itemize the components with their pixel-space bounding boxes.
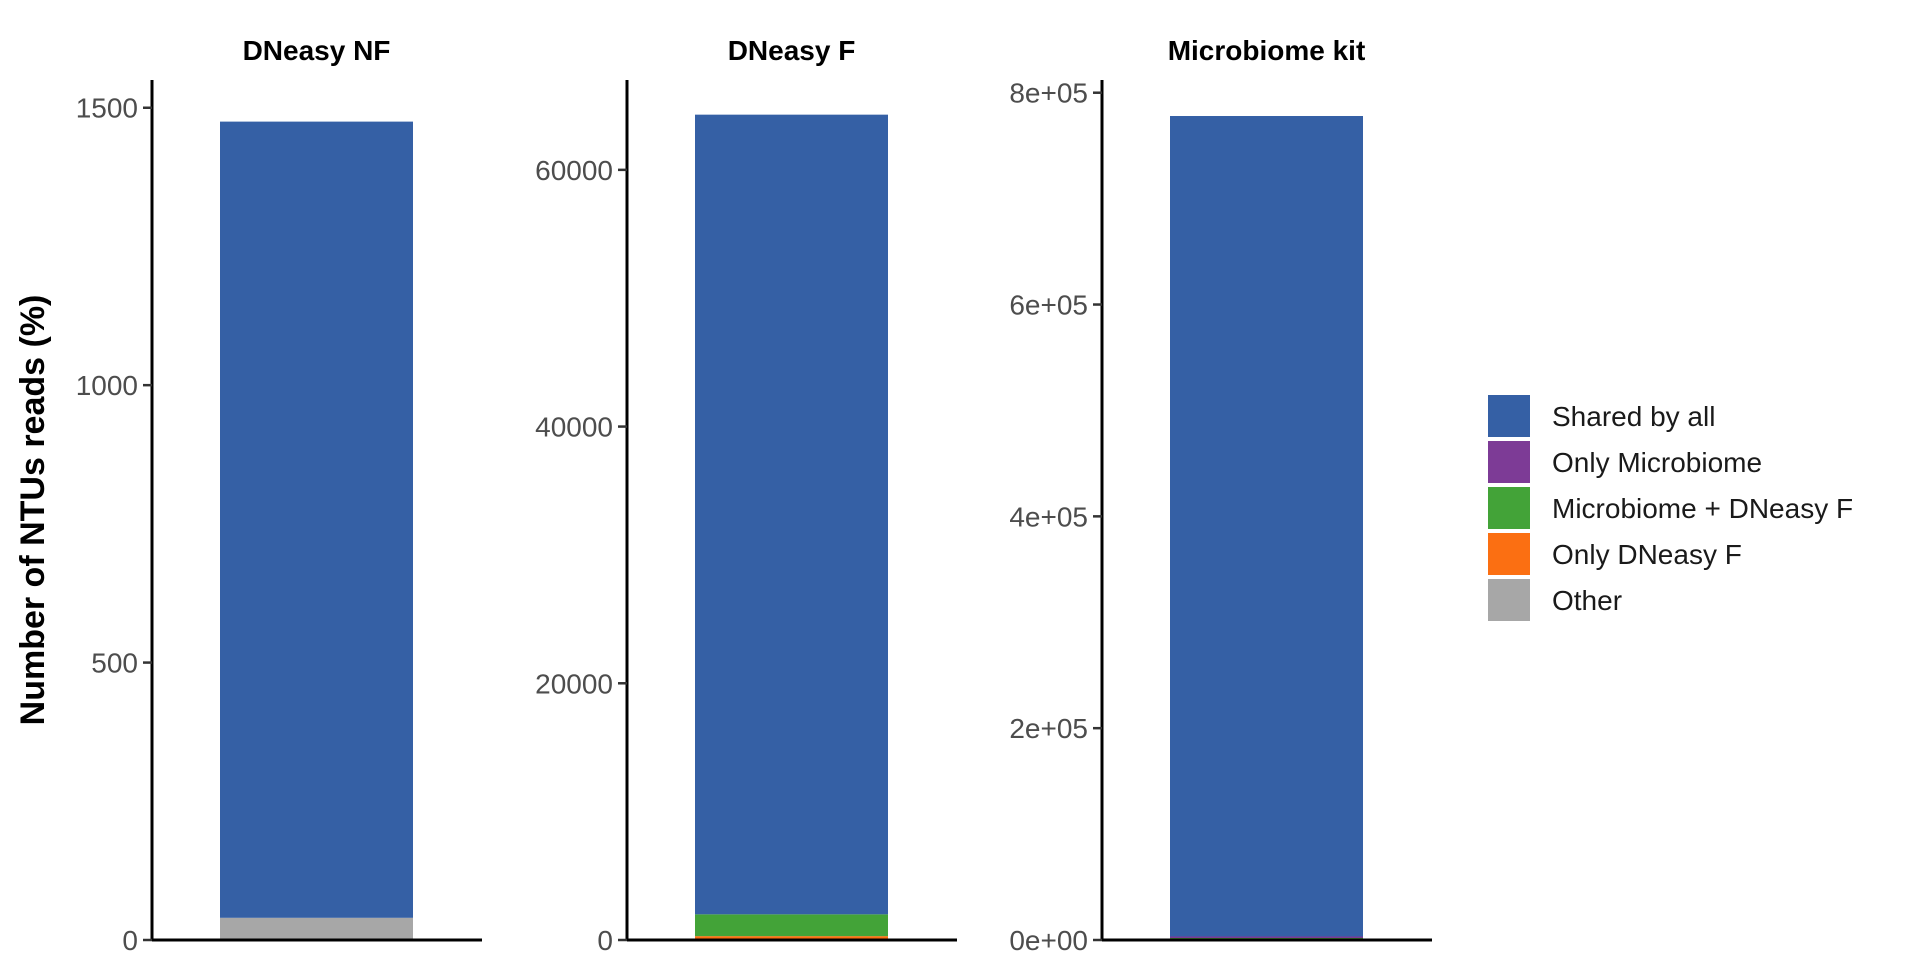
legend-item-only-microbiome: Only Microbiome — [1488, 441, 1762, 483]
legend-label: Microbiome + DNeasy F — [1552, 493, 1853, 524]
legend-item-other: Other — [1488, 579, 1622, 621]
panel-title: Microbiome kit — [1168, 35, 1366, 66]
panel-title: DNeasy F — [728, 35, 856, 66]
bar-segment-only-microbiome — [1170, 936, 1363, 939]
chart-panels: DNeasy NF 0 500 1000 1500 DNeasy F 0 20000 40000… — [76, 35, 1432, 956]
bar-segment-microbiome-dneasy-f — [1170, 937, 1363, 940]
legend-label: Only Microbiome — [1552, 447, 1762, 478]
legend-key — [1488, 579, 1530, 621]
legend-key — [1488, 395, 1530, 437]
legend-key — [1488, 487, 1530, 529]
bar-segment-microbiome-dneasy-f — [695, 914, 888, 937]
legend-label: Other — [1552, 585, 1622, 616]
y-tick-label: 0 — [597, 925, 613, 956]
bar-segment-only-dneasy-f — [695, 936, 888, 939]
y-tick-label: 1500 — [76, 93, 138, 124]
bar-segment-shared-by-all — [220, 121, 413, 918]
panel-dneasy-nf: DNeasy NF 0 500 1000 1500 — [76, 35, 482, 956]
legend-key — [1488, 533, 1530, 575]
y-tick-label: 40000 — [535, 412, 613, 443]
y-tick-label: 60000 — [535, 155, 613, 186]
legend-label: Only DNeasy F — [1552, 539, 1742, 570]
bar-segment-other — [220, 917, 413, 940]
y-tick-label: 500 — [91, 648, 138, 679]
y-tick-label: 1000 — [76, 370, 138, 401]
legend-key — [1488, 441, 1530, 483]
y-tick-label: 0e+00 — [1009, 925, 1088, 956]
chart-legend: Shared by all Only Microbiome Microbiome +… — [1488, 395, 1853, 621]
y-tick-label: 20000 — [535, 668, 613, 699]
bar-segment-shared-by-all — [1170, 116, 1363, 937]
y-tick-label: 8e+05 — [1009, 78, 1088, 109]
legend-item-shared-by-all: Shared by all — [1488, 395, 1715, 437]
y-axis-title: Number of NTUs reads (%) — [14, 295, 52, 726]
legend-item-only-dneasy-f: Only DNeasy F — [1488, 533, 1742, 575]
bar-segment-shared-by-all — [695, 114, 888, 915]
legend-label: Shared by all — [1552, 401, 1715, 432]
panel-microbiome-kit: Microbiome kit 0e+00 2e+05 4e+05 6e+05 8e+05 — [1009, 35, 1432, 956]
panel-dneasy-f: DNeasy F 0 20000 40000 60000 — [535, 35, 957, 956]
y-tick-label: 2e+05 — [1009, 713, 1088, 744]
y-tick-label: 6e+05 — [1009, 290, 1088, 321]
y-tick-label: 0 — [122, 925, 138, 956]
panel-title: DNeasy NF — [243, 35, 391, 66]
legend-item-microbiome-dneasy-f: Microbiome + DNeasy F — [1488, 487, 1853, 529]
y-tick-label: 4e+05 — [1009, 501, 1088, 532]
